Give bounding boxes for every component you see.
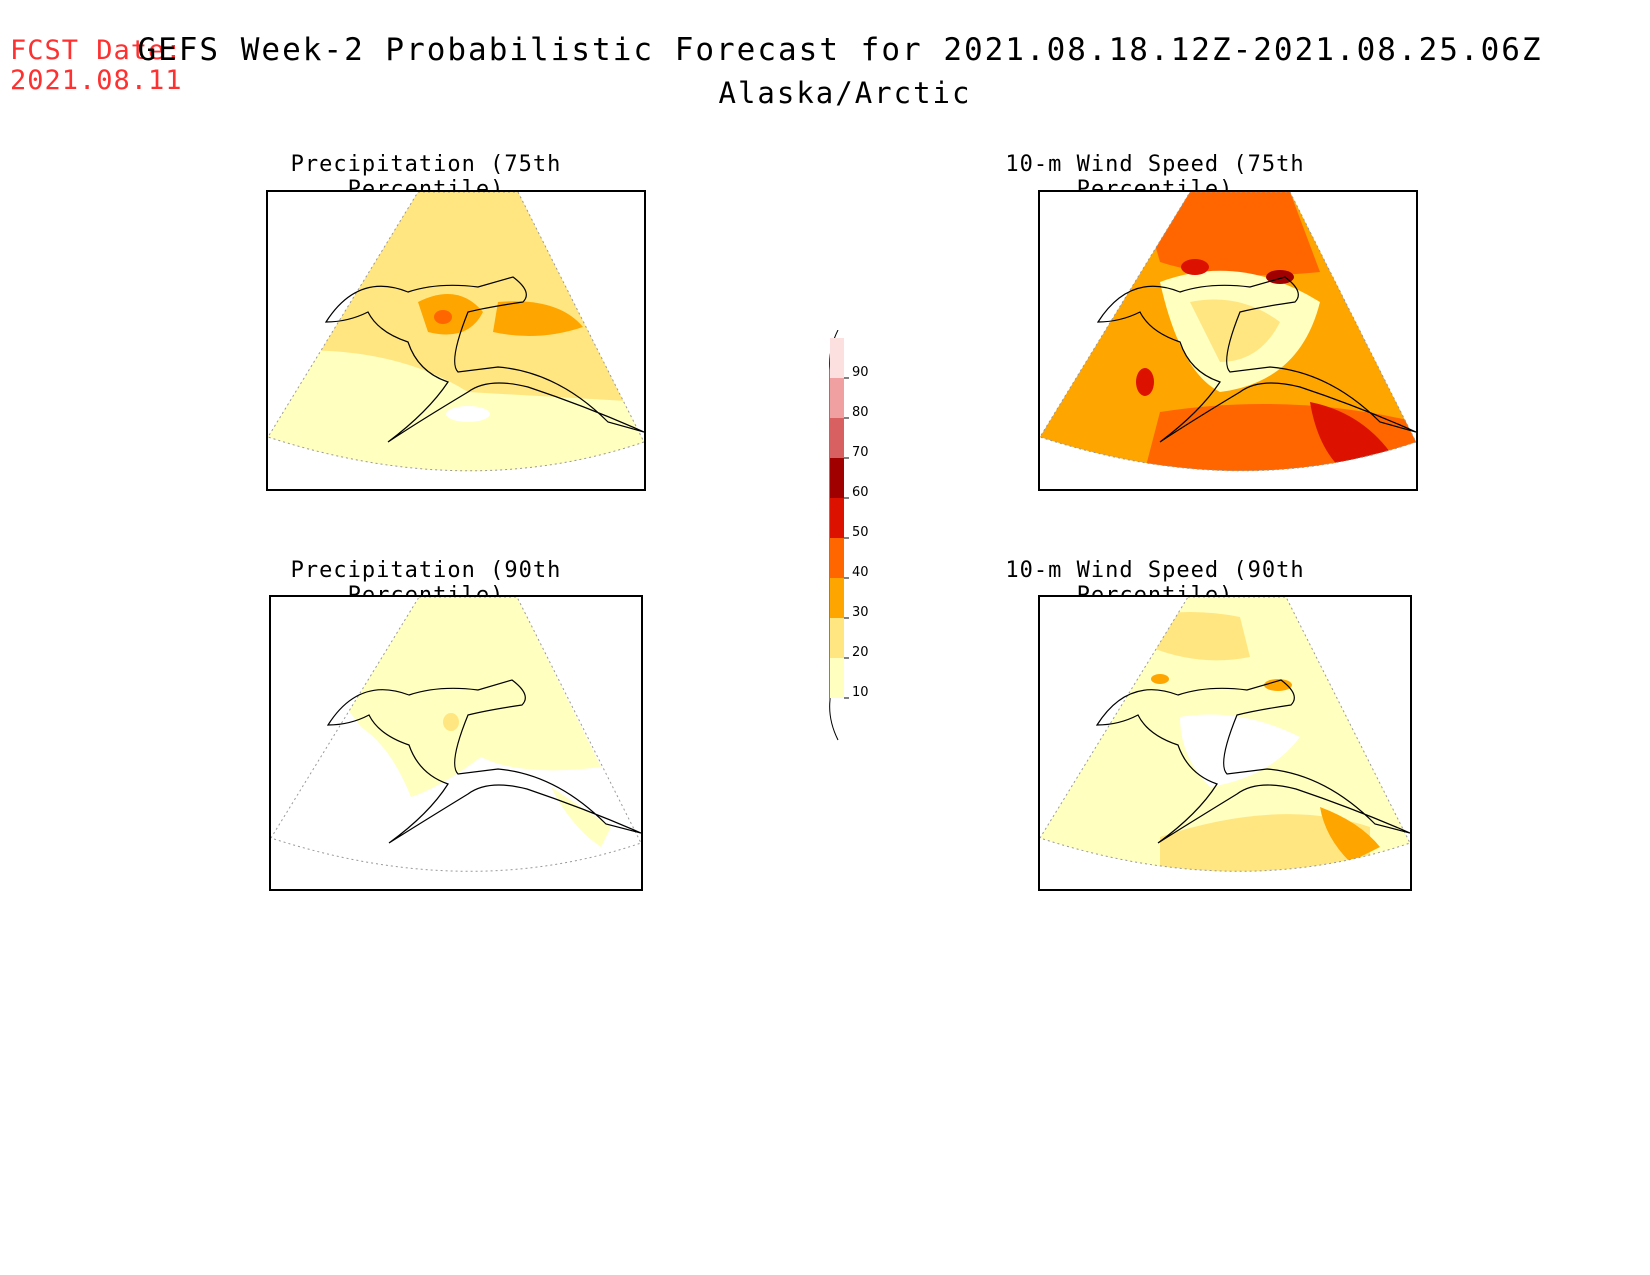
wind75-alaska-coastline [1096,276,1416,443]
colorbar-label-10: 10 [852,685,869,700]
map-precip90 [269,595,643,891]
wind90-field-30-north [1264,679,1292,691]
colorbar-label-50: 50 [852,525,869,540]
precip90-graticule [271,597,641,872]
wind90-field-none [1180,714,1300,787]
wind75-title: 10-m Wind Speed (75th Percentile) [1005,152,1305,202]
map-wind90 [1038,595,1412,891]
colorbar-bin-50 [830,498,844,538]
colorbar-label-70: 70 [852,445,869,460]
colorbar-bin-90 [830,338,844,378]
wind90-graticule [1040,597,1410,872]
map-precip75 [266,190,646,491]
precip75-graticule [268,192,644,472]
colorbar-bin-40 [830,538,844,578]
colorbar: 10 20 30 40 50 60 70 80 90 [820,329,900,750]
wind90-field-30-west [1151,674,1169,684]
wind75-field-60 [1266,270,1294,284]
precip90-field-10-south [551,787,611,847]
precip75-field-40 [434,310,452,324]
colorbar-bin-60 [830,458,844,498]
colorbar-label-30: 30 [852,605,869,620]
colorbar-bin-30 [830,578,844,618]
precip90-field-20 [443,713,459,731]
colorbar-bin-80 [830,378,844,418]
precip90-alaska-coastline [326,679,641,844]
precip75-field-30-b [493,301,583,336]
wind75-field-50-west [1136,368,1154,396]
colorbar-label-90: 90 [852,365,869,380]
precip75-field-none [446,406,490,422]
precip75-alaska-coastline [324,276,644,443]
forecast-date-label: FCST Date: 2021.08.11 [10,36,183,96]
wind90-alaska-coastline [1095,679,1410,844]
wind75-field-40-north [1140,192,1320,276]
region-title: Alaska/Arctic [718,76,972,110]
fcst-date-value: 2021.08.11 [10,65,183,96]
colorbar-bin-20 [830,618,844,658]
colorbar-bin-70 [830,418,844,458]
colorbar-label-60: 60 [852,485,869,500]
colorbar-label-40: 40 [852,565,869,580]
map-wind75 [1038,190,1418,491]
colorbar-label-20: 20 [852,645,869,660]
fcst-date-caption: FCST Date: [10,35,183,66]
colorbar-label-80: 80 [852,405,869,420]
main-title: GEFS Week-2 Probabilistic Forecast for 2… [137,32,1543,68]
wind90-field-30 [1320,807,1380,862]
colorbar-bin-10 [830,658,844,698]
wind75-field-50-north [1181,259,1209,275]
wind75-graticule [1040,192,1416,472]
wind75-field-20-interior [1190,299,1280,362]
